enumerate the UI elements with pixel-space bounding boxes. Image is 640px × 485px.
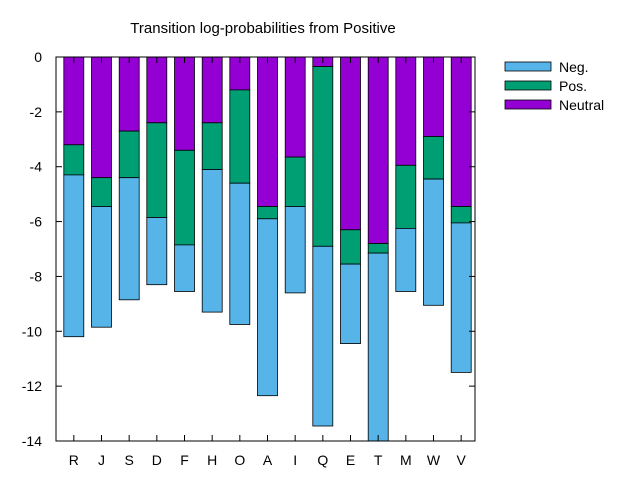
bar-E-neutral: [340, 56, 361, 231]
x-tick-label: W: [427, 452, 441, 468]
x-tick-label: H: [207, 452, 217, 468]
bar-I-neg: [284, 206, 306, 294]
y-tick-label: -10: [22, 323, 42, 339]
y-tick-label: -12: [22, 378, 42, 394]
bar-M-pos: [395, 164, 417, 229]
y-tick-label: -8: [30, 268, 43, 284]
plot-frame: [55, 56, 476, 442]
bars-group: [63, 56, 472, 442]
legend-swatch: [504, 80, 552, 91]
bar-H-neutral: [201, 56, 223, 124]
x-tick-label: O: [234, 452, 245, 468]
x-tick-label: A: [263, 452, 273, 468]
bar-I-neutral: [284, 56, 306, 158]
bar-Q-neg: [312, 245, 334, 427]
bar-H-neg: [201, 169, 223, 313]
bar-T-neutral: [367, 56, 389, 244]
bar-R-neg: [63, 174, 85, 338]
bar-F-neutral: [174, 56, 195, 151]
y-tick-label: -6: [30, 214, 43, 230]
legend-swatch: [504, 61, 552, 72]
bar-W-neg: [423, 178, 444, 306]
bar-S-neutral: [118, 56, 140, 132]
bar-A-pos: [257, 206, 278, 220]
x-tick-label: I: [293, 452, 297, 468]
bar-T-pos: [367, 243, 389, 254]
bar-V-neg: [450, 222, 472, 373]
bar-I-pos: [284, 156, 306, 207]
x-tick-label: V: [456, 452, 466, 468]
x-tick-label: M: [400, 452, 412, 468]
bar-F-neg: [174, 244, 195, 292]
bar-D-neutral: [146, 56, 168, 124]
bar-V-neutral: [450, 56, 472, 207]
bar-J-pos: [91, 177, 112, 207]
legend-label: Neutral: [559, 97, 604, 113]
bar-A-neg: [257, 218, 278, 397]
bar-F-pos: [174, 149, 195, 246]
legend-label: Neg.: [559, 59, 589, 75]
bar-S-pos: [118, 130, 140, 179]
bar-R-neutral: [63, 56, 85, 146]
legend-label: Pos.: [559, 78, 587, 94]
x-tick-label: F: [180, 452, 189, 468]
bar-A-neutral: [257, 56, 278, 207]
x-tick-label: Q: [317, 452, 328, 468]
x-tick-label: T: [374, 452, 383, 468]
y-tick-label: -4: [30, 159, 43, 175]
x-tick-label: D: [152, 452, 162, 468]
bar-T-neg: [367, 252, 389, 442]
bar-E-pos: [340, 229, 361, 265]
x-tick-label: S: [124, 452, 133, 468]
bar-Q-pos: [312, 66, 334, 247]
bar-V-pos: [450, 206, 472, 224]
bar-W-neutral: [423, 56, 444, 137]
y-tick-label: -2: [30, 104, 43, 120]
y-tick-label: -14: [22, 433, 42, 449]
bar-J-neg: [91, 206, 112, 328]
bar-S-neg: [118, 177, 140, 301]
bar-M-neg: [395, 227, 417, 292]
x-tick-label: E: [346, 452, 355, 468]
legend: Neg. Pos. Neutral: [504, 59, 604, 113]
y-tick-label: 0: [34, 49, 42, 65]
y-axis: 0 -2 -4 -6 -8 -10 -12 -14: [22, 49, 475, 449]
chart-title: Transition log-probabilities from Positi…: [130, 20, 395, 37]
bar-M-neutral: [395, 56, 417, 166]
bar-D-pos: [146, 122, 168, 218]
bar-W-pos: [423, 136, 444, 180]
bar-O-neg: [229, 182, 251, 325]
x-tick-label: R: [69, 452, 79, 468]
bar-D-neg: [146, 217, 168, 286]
x-tick-label: J: [98, 452, 105, 468]
bar-H-pos: [201, 122, 223, 170]
bar-O-pos: [229, 89, 251, 184]
bar-R-pos: [63, 144, 85, 176]
bar-J-neutral: [91, 56, 112, 179]
legend-swatch: [504, 99, 552, 110]
bar-E-neg: [340, 263, 361, 345]
